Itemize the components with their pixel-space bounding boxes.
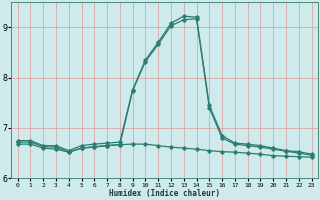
X-axis label: Humidex (Indice chaleur): Humidex (Indice chaleur) bbox=[109, 189, 220, 198]
